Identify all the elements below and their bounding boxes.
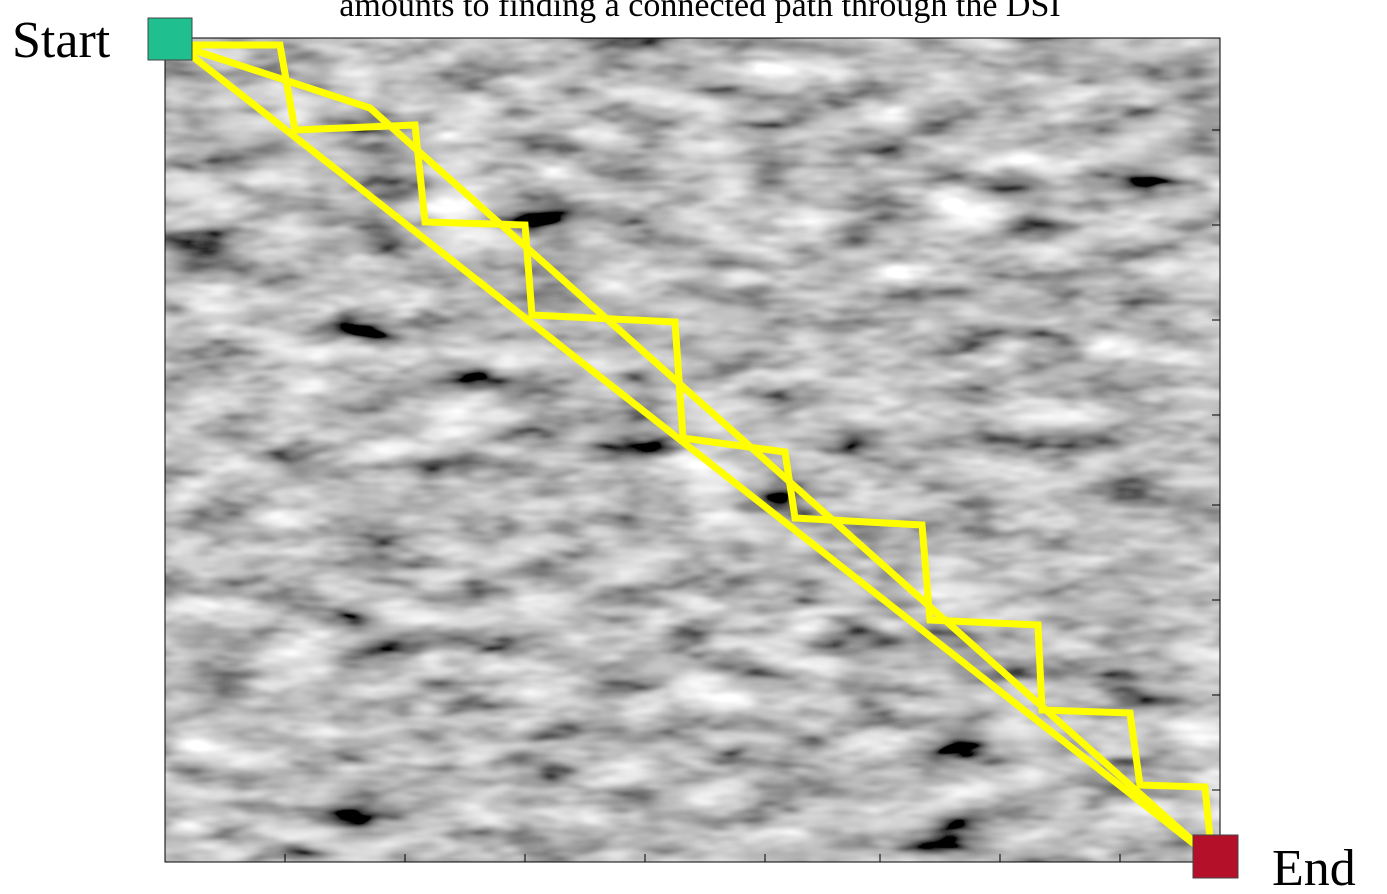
- start-label: Start: [12, 12, 111, 69]
- end-marker: [1192, 834, 1239, 879]
- end-label: End: [1272, 840, 1356, 894]
- zigzag-path: [178, 41, 1216, 859]
- lower-path: [175, 42, 1215, 861]
- ticks: [284, 129, 1220, 862]
- start-marker: [147, 17, 193, 61]
- image-frame: [164, 37, 1221, 863]
- title: amounts to finding a connected path thro…: [339, 0, 1060, 24]
